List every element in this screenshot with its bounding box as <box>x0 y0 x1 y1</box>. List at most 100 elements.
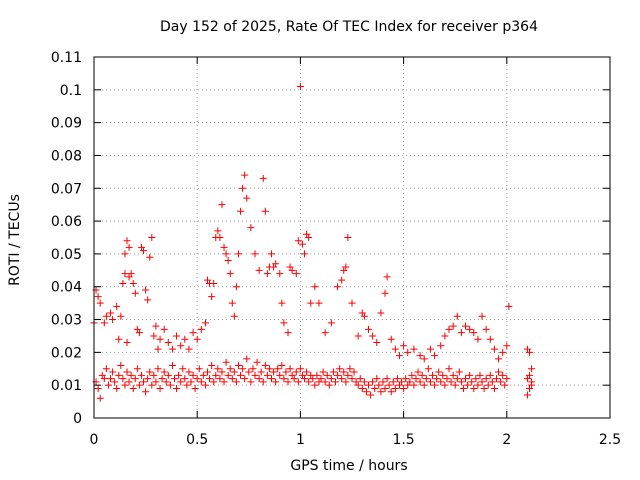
data-point <box>523 375 531 383</box>
data-point <box>476 371 484 379</box>
data-point <box>100 319 108 327</box>
data-point <box>466 325 474 333</box>
data-point <box>148 381 156 389</box>
data-point <box>468 378 476 386</box>
data-point <box>311 283 319 291</box>
data-point <box>160 325 168 333</box>
data-point <box>495 355 503 363</box>
data-point <box>348 299 356 307</box>
data-point <box>373 375 381 383</box>
data-point <box>96 394 104 402</box>
data-point <box>239 365 247 373</box>
data-point <box>323 371 331 379</box>
data-point <box>181 335 189 343</box>
y-axis-label: ROTI / TECUs <box>7 194 23 286</box>
y-tick-label: 0.03 <box>51 313 82 329</box>
data-point <box>290 375 298 383</box>
data-point <box>241 375 249 383</box>
data-point <box>270 368 278 376</box>
data-point <box>484 381 492 389</box>
data-point <box>486 335 494 343</box>
data-point <box>497 378 505 386</box>
data-point <box>154 365 162 373</box>
data-point <box>482 375 490 383</box>
data-point <box>251 250 259 258</box>
data-point <box>424 365 432 373</box>
data-point <box>379 378 387 386</box>
data-point <box>185 368 193 376</box>
data-point <box>416 378 424 386</box>
data-point <box>342 378 350 386</box>
data-point <box>274 365 282 373</box>
data-point <box>247 224 255 232</box>
data-point <box>144 375 152 383</box>
data-point <box>150 371 158 379</box>
data-point <box>408 371 416 379</box>
data-point <box>435 368 443 376</box>
data-point <box>102 312 110 320</box>
data-point <box>140 247 148 255</box>
data-point <box>412 375 420 383</box>
plot-frame <box>93 56 611 419</box>
data-point <box>301 250 309 258</box>
data-point <box>210 279 218 287</box>
data-point <box>121 270 129 278</box>
data-point <box>350 368 358 376</box>
data-point <box>148 234 156 241</box>
data-point <box>241 171 249 179</box>
chart-title: Day 152 of 2025, Rate Of TEC Index for r… <box>160 19 538 35</box>
data-point <box>164 371 172 379</box>
data-point <box>150 332 158 340</box>
data-point <box>173 332 181 340</box>
data-point <box>135 329 143 337</box>
data-point <box>119 375 127 383</box>
data-point <box>453 375 461 383</box>
data-point <box>142 388 150 396</box>
x-tick-label: 0 <box>90 432 99 448</box>
data-point <box>369 332 377 340</box>
data-point <box>321 378 329 386</box>
data-point <box>387 335 395 343</box>
data-point <box>443 375 451 383</box>
x-tick-label: 1 <box>296 432 305 448</box>
data-point <box>278 299 286 307</box>
data-point <box>356 375 364 383</box>
data-point <box>492 375 500 383</box>
data-point <box>391 345 399 353</box>
data-point <box>381 289 389 297</box>
data-point <box>482 325 490 333</box>
data-point <box>495 368 503 376</box>
data-point <box>317 375 325 383</box>
data-point <box>418 371 426 379</box>
data-point <box>263 371 271 379</box>
data-point <box>133 365 141 373</box>
data-point <box>109 368 117 376</box>
data-point <box>146 368 154 376</box>
y-tick-label: 0.1 <box>60 83 82 99</box>
data-point <box>329 368 337 376</box>
data-point <box>272 260 280 268</box>
data-point <box>360 378 368 386</box>
data-point <box>422 375 430 383</box>
data-point <box>123 237 131 245</box>
y-tick-label: 0 <box>73 411 82 427</box>
data-point <box>249 365 257 373</box>
data-point <box>344 234 352 241</box>
data-point <box>255 375 263 383</box>
data-point <box>528 381 536 389</box>
data-point <box>503 375 511 383</box>
data-point <box>239 184 247 192</box>
data-point <box>218 368 226 376</box>
data-point <box>325 381 333 389</box>
y-tick-label: 0.08 <box>51 148 82 164</box>
data-point <box>189 371 197 379</box>
data-point <box>127 270 135 278</box>
data-point <box>365 325 373 333</box>
data-point <box>142 286 150 294</box>
data-point <box>226 365 234 373</box>
data-point <box>102 365 110 373</box>
data-point <box>327 375 335 383</box>
data-point <box>459 384 467 392</box>
data-point <box>395 352 403 360</box>
x-axis-label: GPS time / hours <box>290 458 407 474</box>
